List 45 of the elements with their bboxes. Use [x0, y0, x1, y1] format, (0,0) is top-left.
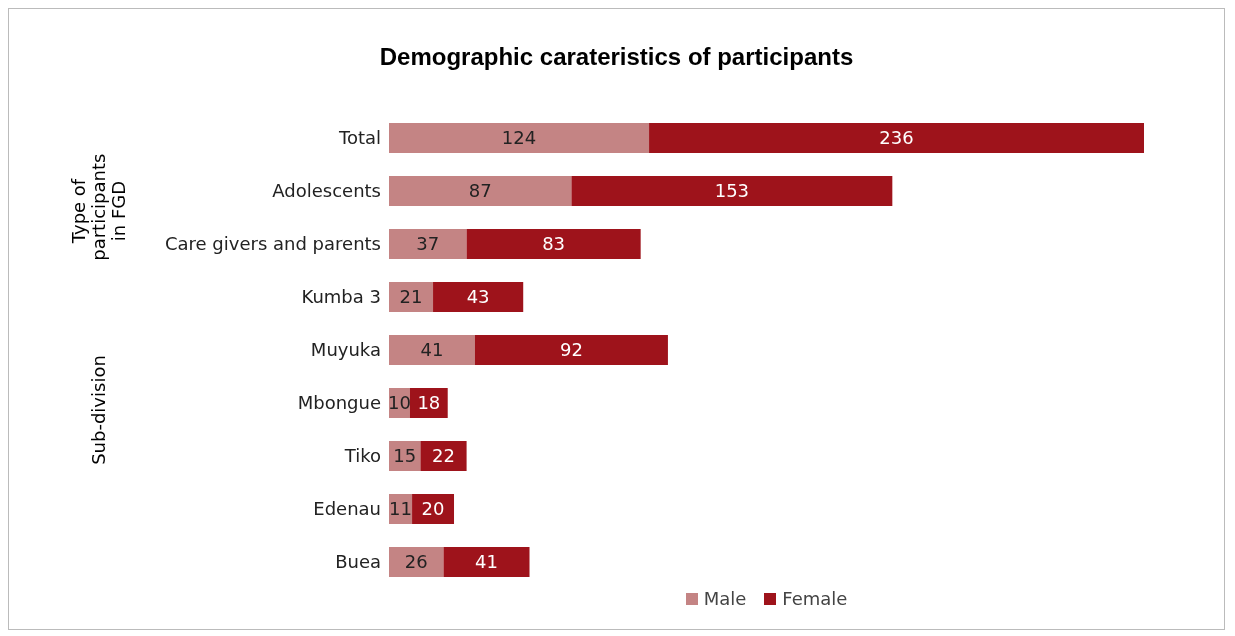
- y-tick-label: Buea: [335, 550, 381, 572]
- data-label: 153: [714, 180, 750, 202]
- bar: [443, 547, 530, 577]
- data-label: 43: [466, 286, 490, 308]
- data-label: 22: [432, 445, 455, 467]
- data-label: 87: [468, 180, 492, 202]
- bar: [389, 229, 467, 259]
- data-label: 124: [501, 127, 537, 149]
- data-label: 20: [421, 498, 445, 520]
- y-tick-label: Muyuka: [310, 338, 381, 360]
- text: Type of participants in FGD: [68, 153, 129, 261]
- data-label: 236: [879, 127, 914, 149]
- y-tick-label: Kumba 3: [301, 285, 381, 307]
- bar: [466, 229, 641, 259]
- data-label: 83: [542, 233, 566, 255]
- data-label: 41: [420, 339, 444, 361]
- y-tick-label: Care givers and parents: [164, 232, 381, 254]
- data-label: 37: [416, 233, 440, 255]
- bar: [433, 282, 524, 312]
- bar: [389, 282, 434, 312]
- bar: [389, 176, 572, 206]
- data-label: 92: [560, 339, 583, 361]
- data-label: 26: [404, 551, 428, 573]
- data-label: 18: [417, 392, 441, 414]
- y-tick-label: Edenau: [313, 497, 381, 519]
- data-label: 15: [393, 445, 417, 467]
- y-tick-label: Total: [337, 126, 381, 148]
- bar: [389, 335, 475, 365]
- data-label: 10: [388, 392, 411, 414]
- text: Sub-division: [88, 353, 109, 467]
- chart-title: Demographic carateristics of participants: [378, 43, 855, 71]
- y-tick-label: Mbongue: [297, 391, 381, 413]
- bar: [389, 547, 444, 577]
- data-label: 11: [389, 498, 412, 520]
- data-label: 41: [475, 551, 498, 573]
- legend-label: Female: [781, 588, 848, 609]
- y-tick-label: Adolescents: [272, 179, 381, 201]
- bar: [389, 123, 650, 153]
- bar: [649, 123, 1144, 153]
- legend-label: Male: [702, 588, 747, 609]
- bar: [474, 335, 668, 365]
- y-tick-label: Tiko: [343, 444, 381, 466]
- bar: [571, 176, 893, 206]
- bar: [420, 441, 467, 471]
- data-label: 21: [399, 286, 423, 308]
